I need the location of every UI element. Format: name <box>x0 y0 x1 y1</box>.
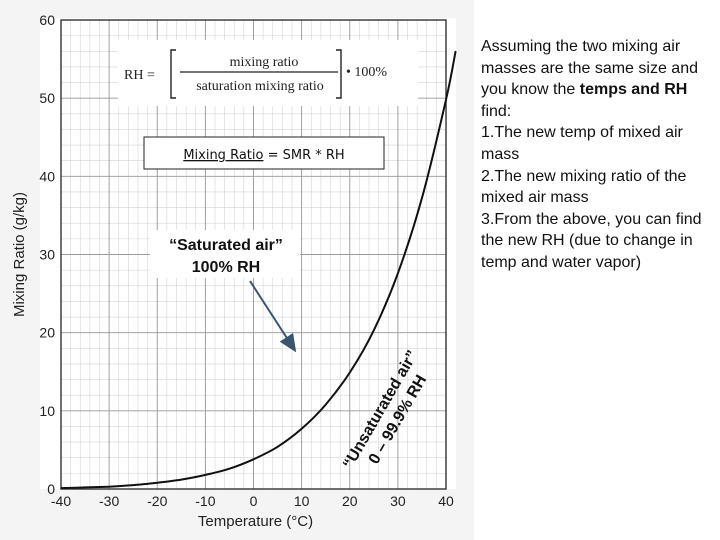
mixing-ratio-equation: = SMR * RH <box>263 148 344 163</box>
y-tick-label: 40 <box>39 168 55 184</box>
rh-denominator: saturation mixing ratio <box>196 79 324 94</box>
x-tick-label: -10 <box>195 493 215 509</box>
instruction-item-2: 2.The new mixing ratio of the mixed air … <box>481 167 687 207</box>
intro-end: find: <box>481 102 512 120</box>
data-point <box>445 99 447 101</box>
x-tick-label: 40 <box>438 493 454 509</box>
instructions-intro: Assuming the two mixing air masses are t… <box>481 36 713 122</box>
instruction-item-3: 3.From the above, you can find the new R… <box>481 210 702 271</box>
saturated-label-background <box>150 230 300 278</box>
data-point <box>455 50 457 52</box>
x-tick-label: -30 <box>99 493 119 509</box>
rh-left-bracket <box>170 49 176 99</box>
saturated-arrow <box>249 280 297 353</box>
x-tick-label: 20 <box>342 493 358 509</box>
mixing-ratio-label: Mixing Ratio <box>183 148 263 163</box>
y-tick-label: 30 <box>39 247 55 263</box>
data-point <box>325 404 327 406</box>
saturated-label-line1: “Saturated air” <box>169 237 283 254</box>
series-layer <box>60 50 457 490</box>
x-tick-label: -40 <box>51 493 71 509</box>
data-point <box>84 486 86 488</box>
mixing-ratio-formula: Mixing Ratio = SMR * RH <box>143 136 385 170</box>
x-tick-label: 30 <box>390 493 406 509</box>
data-point <box>228 468 230 470</box>
data-point <box>421 197 423 199</box>
data-point <box>301 428 303 430</box>
data-point <box>349 371 351 374</box>
data-point <box>252 458 255 460</box>
rh-numerator: mixing ratio <box>230 55 299 70</box>
data-point <box>156 482 158 484</box>
data-point <box>132 484 134 486</box>
x-tick-label: 10 <box>294 493 310 509</box>
rh-right-bracket <box>336 49 342 99</box>
rh-multiplier: • 100% <box>346 65 387 80</box>
y-tick-label: 20 <box>39 325 55 341</box>
instructions-text: Assuming the two mixing air masses are t… <box>481 36 713 274</box>
instruction-item-1: 1.The new temp of mixed air mass <box>481 124 683 163</box>
axis-layer: -40 -30 -20 -10 0 10 20 30 40 0 10 20 30 40 50 60 Temper… <box>11 12 454 530</box>
rh-formula: RH = mixing ratio saturation mixing rati… <box>118 40 418 106</box>
saturated-annotation: “Saturated air” 100% RH <box>150 230 300 353</box>
mixing-ratio-formula-box <box>143 136 385 170</box>
x-axis-label: Temperature (°C) <box>198 513 313 530</box>
data-point <box>204 474 206 476</box>
data-point <box>397 272 399 274</box>
data-point <box>277 446 279 448</box>
y-tick-label: 60 <box>39 12 55 28</box>
y-tick-label: 0 <box>47 481 55 497</box>
data-point <box>373 329 375 331</box>
saturated-label-line2: 100% RH <box>192 259 260 276</box>
rh-formula-background <box>118 40 418 106</box>
y-tick-label: 50 <box>39 90 55 106</box>
mixing-ratio-formula-text: Mixing Ratio = SMR * RH <box>183 148 344 163</box>
intro-bold: temps and RH <box>579 81 688 99</box>
rh-formula-lhs: RH = <box>124 68 155 83</box>
data-point <box>60 487 62 489</box>
y-tick-label: 10 <box>39 403 55 419</box>
data-point <box>180 479 182 481</box>
x-tick-label: -20 <box>147 493 167 509</box>
x-tick-label: 0 <box>250 493 258 509</box>
intro-text: Assuming the two mixing air masses are t… <box>481 38 698 99</box>
data-point <box>108 486 110 488</box>
plot-frame <box>60 19 447 490</box>
y-axis-label: Mixing Ratio (g/kg) <box>11 192 28 317</box>
